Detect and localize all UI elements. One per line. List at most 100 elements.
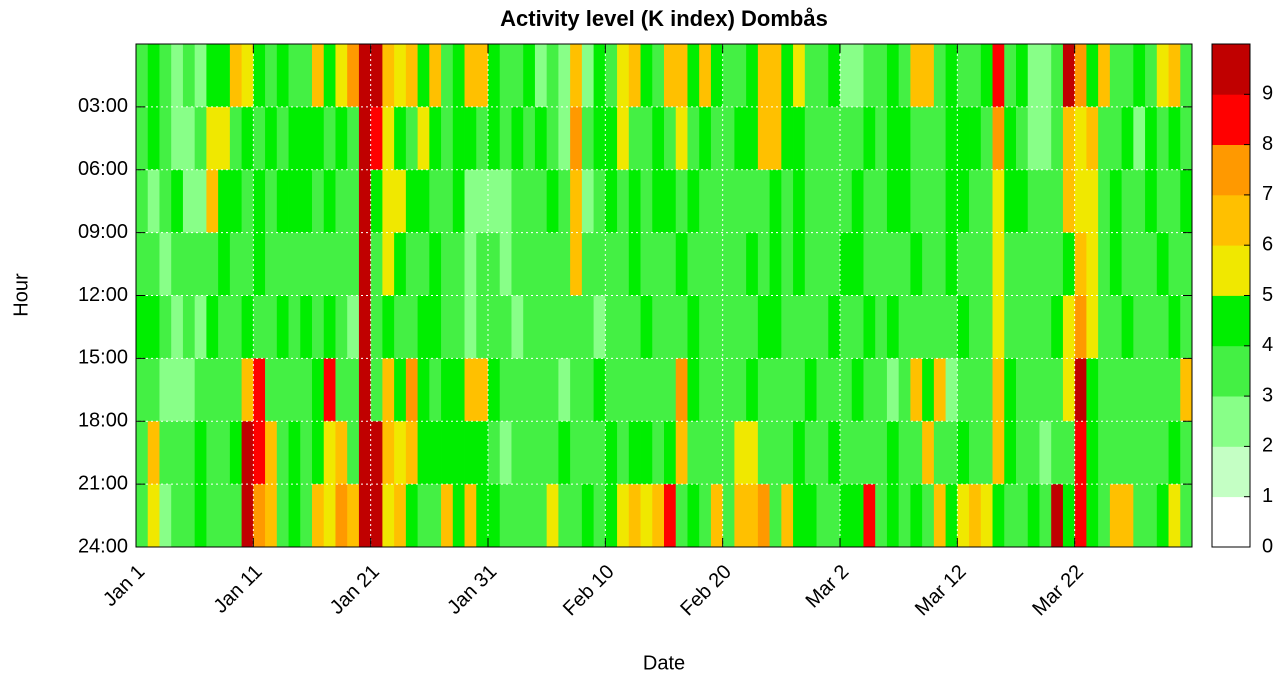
heat-cell	[757, 295, 770, 359]
heat-cell	[1016, 484, 1029, 548]
y-axis-label: Hour	[10, 273, 32, 317]
heat-cell	[945, 358, 958, 422]
heat-cell	[265, 295, 278, 359]
heat-cell	[1109, 44, 1122, 108]
heat-cell	[347, 484, 360, 548]
heat-cell	[980, 232, 993, 296]
heat-cell	[687, 295, 700, 359]
heat-cell	[534, 484, 548, 548]
heat-cell	[159, 44, 172, 108]
x-tick-label: Jan 1	[99, 561, 149, 611]
heat-cell	[429, 106, 442, 171]
heat-cell	[523, 169, 536, 234]
heat-cell	[229, 106, 242, 171]
heat-cell	[417, 232, 430, 296]
heat-cell	[300, 169, 313, 234]
heat-cell	[1180, 232, 1193, 296]
heat-cell	[441, 169, 454, 234]
heat-cell	[969, 169, 982, 234]
y-tick-label: 18:00	[78, 410, 128, 432]
heat-cell	[675, 44, 688, 108]
heat-cell	[405, 484, 418, 548]
x-tick-label: Mar 22	[1028, 561, 1088, 621]
heat-cell	[1051, 295, 1064, 359]
heat-cell	[793, 169, 806, 234]
heat-cell	[534, 106, 548, 171]
heat-cell	[288, 106, 301, 171]
heat-cell	[405, 358, 418, 422]
heat-cell	[652, 106, 665, 171]
heat-cell	[1062, 232, 1076, 296]
heat-cell	[476, 44, 489, 108]
heat-cell	[464, 44, 477, 108]
heat-cell	[171, 295, 184, 359]
heat-cell	[229, 484, 242, 548]
heat-cell	[640, 106, 653, 171]
heat-cell	[300, 44, 313, 108]
heat-cell	[851, 169, 864, 234]
heat-cell	[652, 169, 665, 234]
heat-cell	[1074, 358, 1087, 422]
heat-cell	[229, 421, 242, 485]
heat-cell	[640, 295, 653, 359]
heat-cell	[499, 484, 512, 548]
heat-cell	[757, 169, 770, 234]
heat-cell	[605, 421, 618, 485]
heat-cell	[628, 358, 641, 422]
heat-cell	[218, 44, 231, 108]
colorbar-tick-label: 5	[1262, 284, 1273, 306]
heat-cell	[1062, 358, 1076, 422]
heat-cell	[347, 106, 360, 171]
heat-cell	[464, 232, 477, 296]
heat-cell	[347, 358, 360, 422]
heat-cell	[851, 421, 864, 485]
heat-cell	[898, 421, 911, 485]
heat-cell	[300, 232, 313, 296]
heat-cell	[851, 106, 864, 171]
heat-cell	[781, 232, 794, 296]
heat-cell	[886, 169, 900, 234]
heat-cell	[757, 421, 770, 485]
heat-cell	[1086, 169, 1099, 234]
heat-cell	[1098, 232, 1111, 296]
heat-cell	[922, 358, 935, 422]
heat-cell	[1180, 44, 1193, 108]
heat-cell	[1027, 295, 1040, 359]
heat-cell	[1156, 106, 1169, 171]
heat-cell	[358, 44, 372, 108]
heat-cell	[1004, 484, 1017, 548]
heat-cell	[734, 232, 747, 296]
heat-cell	[159, 232, 172, 296]
heat-cell	[605, 484, 618, 548]
heat-cell	[769, 106, 782, 171]
x-tick-label: Feb 10	[559, 561, 619, 621]
heat-cell	[851, 484, 864, 548]
heat-cell	[1145, 295, 1158, 359]
heat-cell	[1051, 232, 1064, 296]
heat-cell	[1039, 169, 1052, 234]
heat-cell	[628, 232, 641, 296]
heat-cell	[1156, 44, 1169, 108]
plot-frame	[135, 43, 1193, 548]
heat-cell	[699, 232, 712, 296]
heat-cell	[464, 421, 477, 485]
heat-cell	[1121, 484, 1134, 548]
heat-cell	[570, 169, 583, 234]
heat-cell	[1039, 44, 1052, 108]
heat-cell	[1051, 358, 1064, 422]
heat-cell	[1086, 232, 1099, 296]
heat-cell	[488, 106, 501, 171]
x-tick-label: Mar 2	[802, 561, 854, 613]
heat-cell	[523, 106, 536, 171]
heat-cell	[558, 44, 571, 108]
heat-cell	[1098, 44, 1111, 108]
heat-cell	[628, 295, 641, 359]
heat-cell	[898, 358, 911, 422]
heat-cell	[1016, 169, 1029, 234]
heat-cell	[511, 358, 524, 422]
heat-cell	[1145, 358, 1158, 422]
heat-cell	[194, 106, 207, 171]
heat-cell	[910, 44, 923, 108]
heat-cell	[699, 421, 712, 485]
heat-cell	[581, 358, 594, 422]
